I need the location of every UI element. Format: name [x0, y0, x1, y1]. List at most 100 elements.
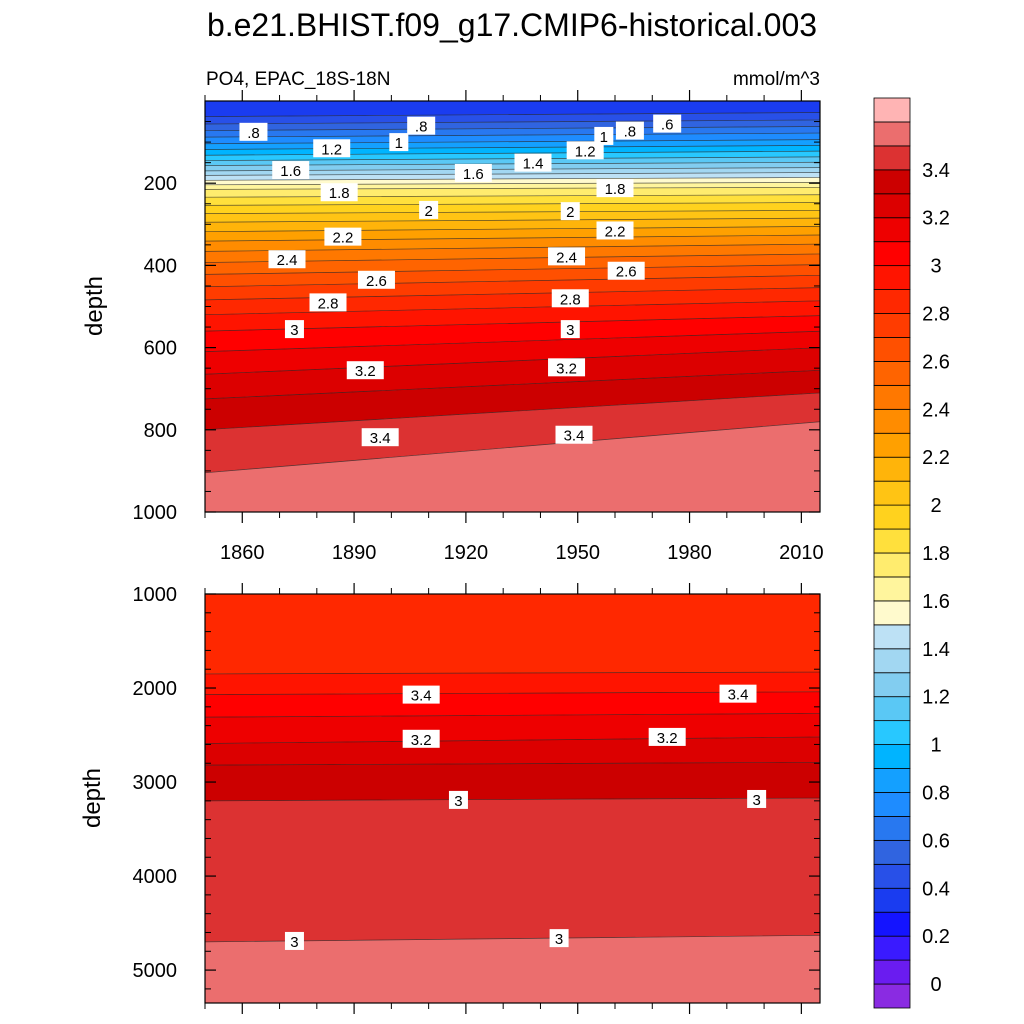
colorbar-tick-label: 0	[930, 974, 941, 996]
svg-text:3.4: 3.4	[728, 687, 749, 704]
colorbar-box	[873, 887, 911, 913]
top-contour-line	[205, 264, 820, 275]
top-y-tick-label: 400	[144, 255, 177, 277]
colorbar-box	[873, 792, 911, 817]
top-band-31	[205, 392, 820, 473]
top-contour-line	[205, 347, 820, 375]
svg-text:2.6: 2.6	[616, 264, 637, 281]
top-x-tick-label: 1920	[444, 542, 489, 564]
top-contour-line	[205, 369, 820, 400]
top-contour-label: 2.4	[548, 247, 586, 266]
svg-text:2.8: 2.8	[318, 295, 339, 312]
bottom-contour-line	[205, 797, 820, 802]
bottom-band-5	[205, 762, 820, 801]
top-contour-line	[205, 287, 820, 301]
top-contour-label: 2.2	[596, 221, 634, 240]
variable-label: PO4, EPAC_18S-18N	[206, 69, 390, 90]
svg-text:3.2: 3.2	[355, 363, 376, 380]
colorbar-box	[873, 816, 911, 841]
colorbar-box	[873, 959, 911, 985]
top-band-5	[205, 139, 820, 150]
svg-text:.6: .6	[661, 117, 674, 134]
bottom-y-axis: 1000 2000 3000 4000 5000	[133, 584, 820, 990]
top-y-tick-label: 600	[144, 338, 177, 360]
svg-text:1.4: 1.4	[523, 156, 544, 173]
top-contour-line	[205, 234, 820, 242]
svg-text:2.2: 2.2	[332, 230, 353, 247]
colorbar-box	[873, 456, 911, 482]
top-x-tick-label: 1950	[555, 542, 600, 564]
svg-text:.8: .8	[247, 125, 260, 142]
svg-text:3: 3	[454, 793, 462, 810]
colorbar-tick-label: 2	[930, 495, 941, 517]
colorbar-box	[873, 576, 911, 602]
bottom-panel: 3.4 3.4 3.2 3.2 3 3 3 3 1000 2000 3000 4000 5000 de…	[79, 583, 821, 1014]
bottom-contour-lines	[205, 671, 820, 943]
bottom-band-2	[205, 691, 820, 718]
svg-text:2.4: 2.4	[556, 249, 577, 266]
colorbar-box	[873, 169, 911, 195]
top-band-0	[205, 101, 820, 117]
top-contour-line	[205, 150, 820, 156]
bottom-x-axis	[204, 583, 802, 1014]
top-band-4	[205, 133, 820, 144]
top-contour-label: .8	[239, 122, 268, 142]
top-contour-line	[205, 315, 820, 332]
bottom-band-1	[205, 672, 820, 695]
bottom-contour-line	[205, 736, 820, 744]
bottom-band-6	[205, 798, 820, 942]
svg-text:2: 2	[566, 204, 574, 221]
top-band-32	[205, 421, 820, 512]
bottom-y-tick-label: 1000	[133, 584, 178, 606]
top-contour-label: 1.6	[454, 163, 492, 183]
bottom-contour-label: 3.4	[719, 684, 757, 704]
colorbar-box	[873, 432, 911, 458]
top-contour-labels: .81.2 1.81.61.81.61.41.21.8.621.822.22.22…	[239, 114, 682, 447]
top-band-20	[205, 235, 820, 252]
colorbar-box	[873, 121, 911, 147]
colorbar-box	[873, 504, 911, 530]
colorbar-box	[873, 935, 911, 961]
svg-text:3: 3	[752, 792, 760, 809]
bottom-contour-label: 3	[448, 790, 468, 810]
top-contour-line	[205, 217, 820, 223]
bottom-band-0	[205, 594, 820, 674]
top-band-11	[205, 172, 820, 181]
svg-text:1.6: 1.6	[463, 166, 484, 183]
top-contour-line	[205, 421, 820, 474]
bottom-contour-line	[205, 934, 820, 943]
svg-text:3: 3	[290, 322, 298, 339]
colorbar-box	[873, 768, 911, 793]
top-contour-line	[205, 186, 820, 190]
top-x-tick-label: 1890	[332, 542, 377, 564]
colorbar-box	[873, 384, 911, 410]
colorbar: 0 0.2 0.4 0.6 0.8 1 1.2 1.4 1.6 1.8 2 2.2 2.4 2.6 2.8 3…	[873, 97, 950, 1009]
svg-text:1.8: 1.8	[605, 181, 626, 198]
colorbar-box	[873, 624, 911, 650]
top-contour-line	[205, 112, 820, 117]
colorbar-tick-label: 1.6	[922, 591, 950, 613]
svg-text:.8: .8	[415, 119, 428, 136]
top-contour-line	[205, 243, 820, 252]
colorbar-box	[873, 265, 911, 290]
colorbar-tick-label: 0.8	[922, 782, 950, 804]
colorbar-box	[873, 145, 911, 171]
top-band-17	[205, 210, 820, 223]
colorbar-box	[873, 720, 911, 745]
svg-text:3: 3	[555, 931, 563, 948]
top-x-tick-label: 1980	[667, 542, 712, 564]
top-band-14	[205, 187, 820, 198]
top-band-25	[205, 287, 820, 315]
colorbar-box	[873, 600, 911, 626]
svg-text:2.4: 2.4	[277, 252, 298, 269]
top-band-30	[205, 370, 820, 430]
top-y-axis: 200 400 600 800 1000	[133, 100, 820, 524]
top-contour-label: 3.4	[361, 428, 399, 447]
top-contour-label: 2.6	[357, 270, 395, 290]
top-band-10	[205, 167, 820, 176]
svg-text:1: 1	[395, 135, 403, 152]
colorbar-box	[873, 361, 911, 386]
top-contour-line	[205, 139, 820, 145]
colorbar-box	[873, 696, 911, 722]
top-band-7	[205, 151, 820, 161]
